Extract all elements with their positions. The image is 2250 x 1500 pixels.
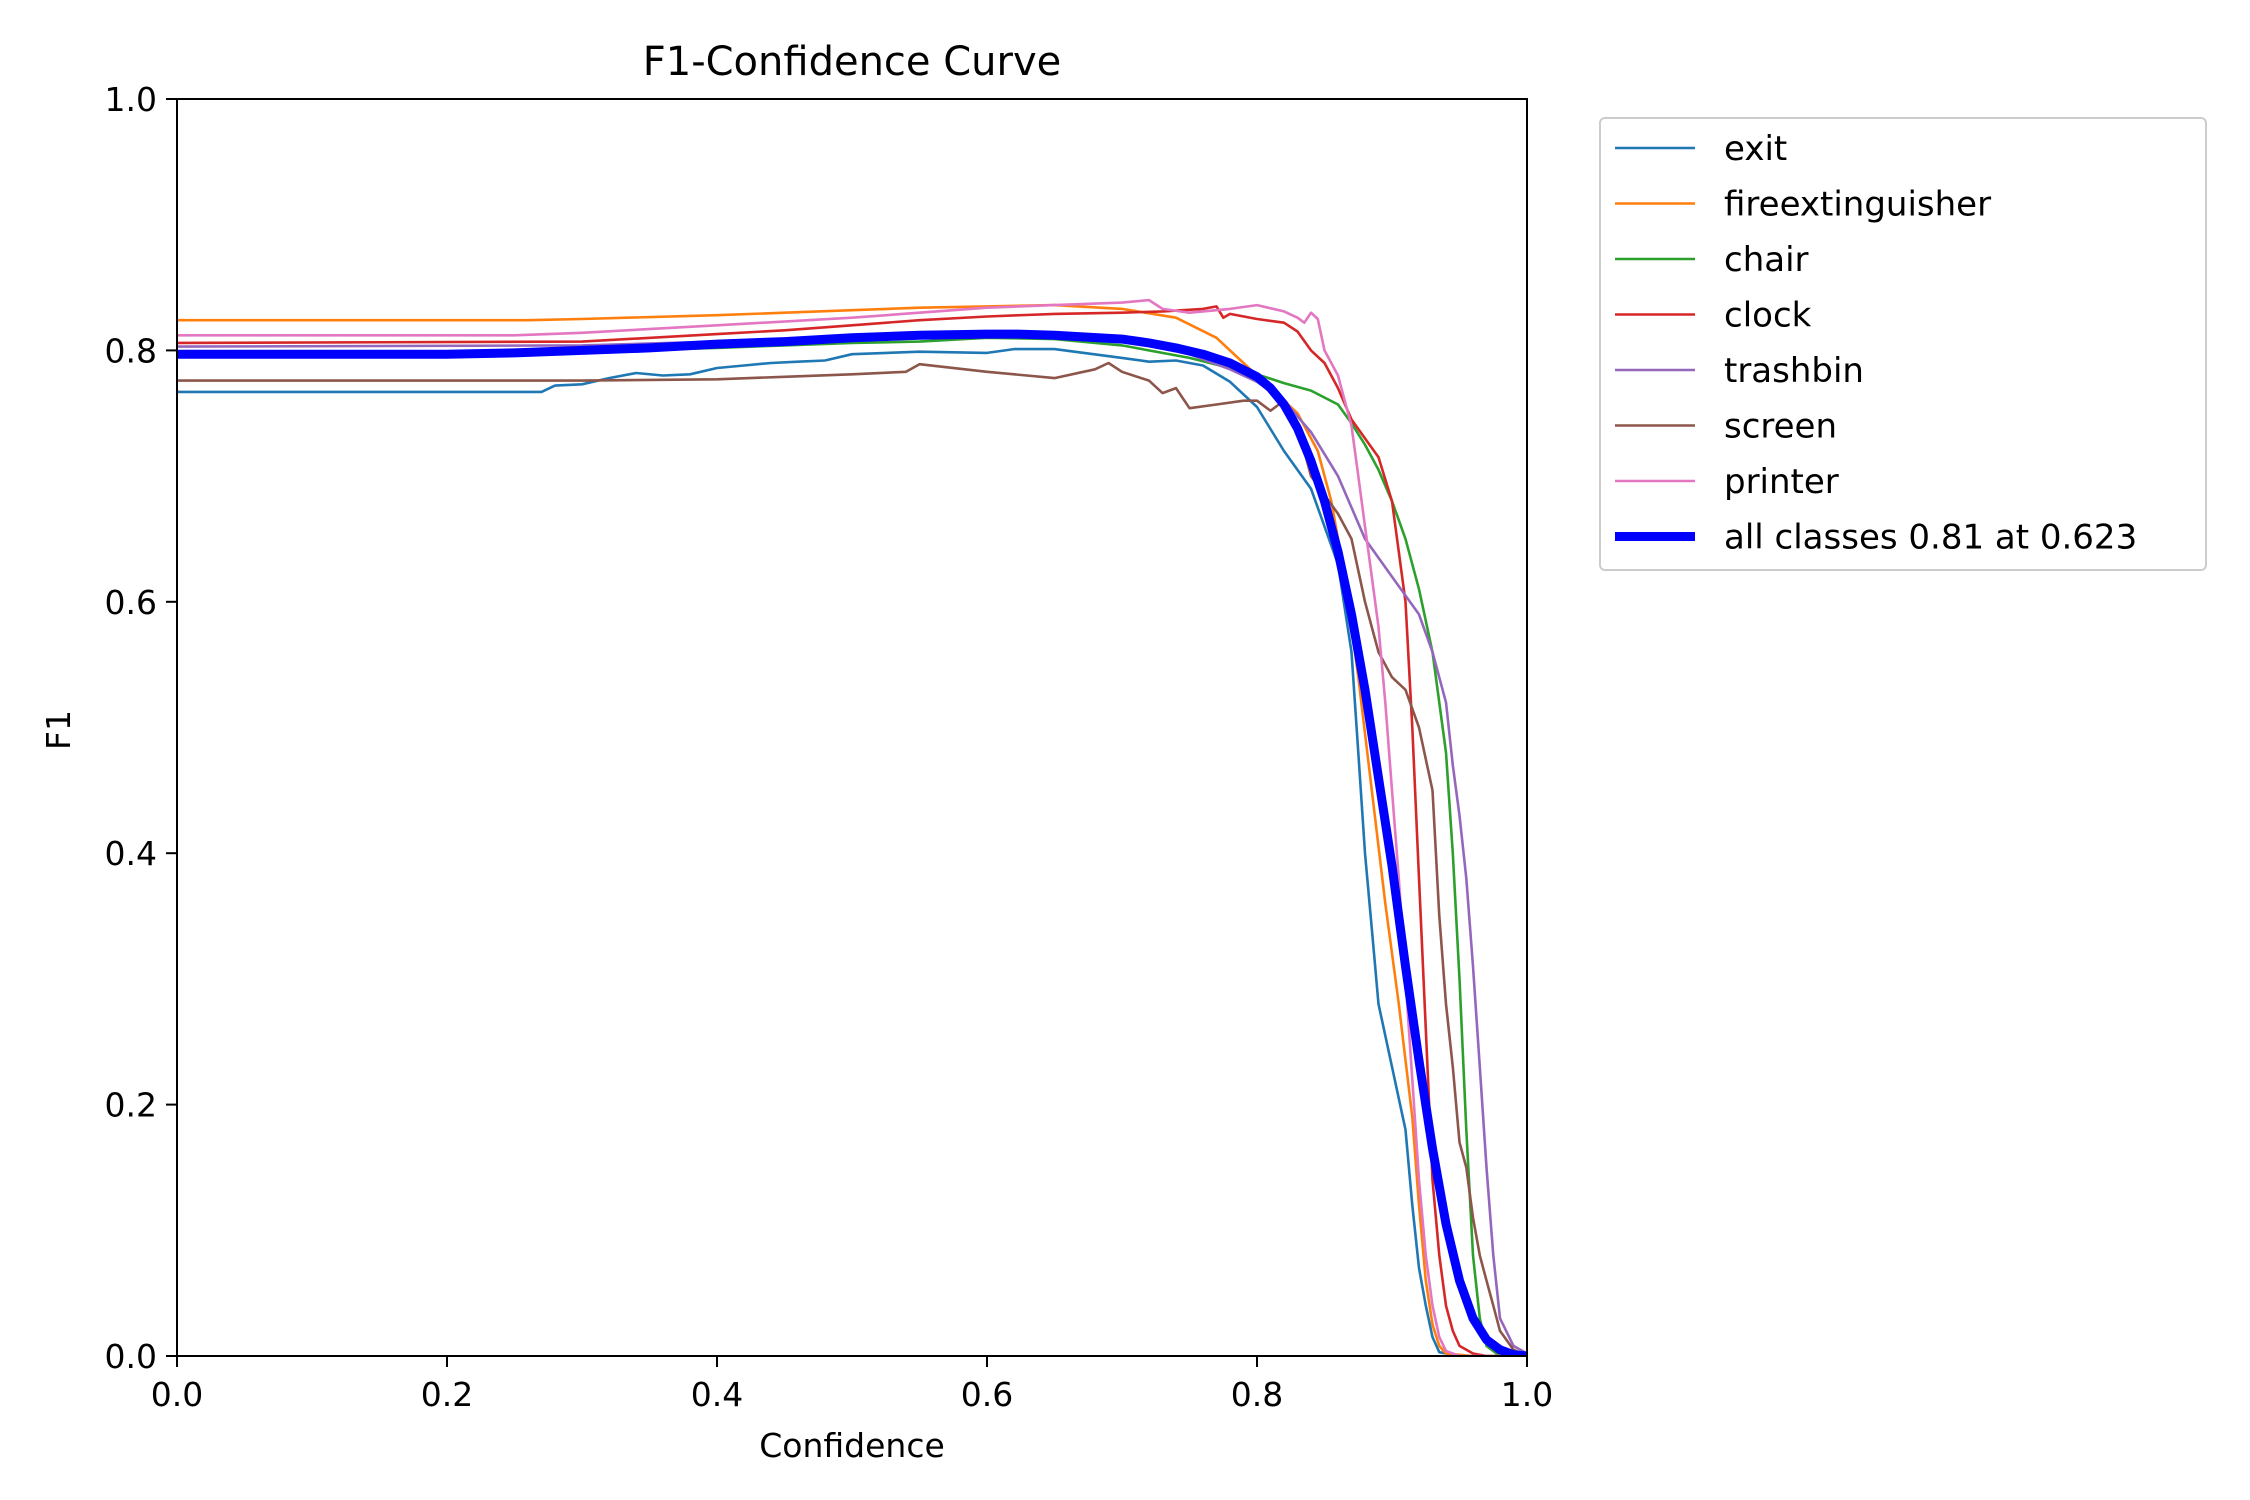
x-tick-label: 0.2 — [421, 1375, 473, 1414]
y-tick-label: 0.0 — [105, 1337, 157, 1376]
x-tick-label: 0.4 — [691, 1375, 743, 1414]
chart-title: F1-Confidence Curve — [643, 39, 1062, 85]
x-axis-ticks: 0.0 0.2 0.4 0.6 0.8 1.0 — [151, 1356, 1553, 1414]
legend-label: printer — [1724, 462, 1839, 502]
y-tick-label: 0.2 — [105, 1086, 157, 1125]
legend-item: printer — [1615, 462, 1839, 502]
plot-area — [176, 98, 1528, 1357]
y-tick-label: 1.0 — [105, 80, 157, 119]
legend-label: screen — [1724, 407, 1837, 447]
legend-item: fireextinguisher — [1615, 185, 1991, 225]
legend-label: all classes 0.81 at 0.623 — [1724, 518, 2137, 558]
legend-label: chair — [1724, 240, 1809, 280]
series-line-fireextinguisher — [177, 303, 1527, 1356]
x-axis-label: Confidence — [759, 1426, 945, 1465]
legend-label: clock — [1724, 296, 1812, 336]
legend-item: all classes 0.81 at 0.623 — [1615, 518, 2137, 558]
y-axis-label: F1 — [39, 710, 78, 750]
x-tick-label: 0.8 — [1231, 1375, 1283, 1414]
series-line-all-all — [177, 329, 1527, 1356]
series-line-printer — [177, 298, 1527, 1356]
legend-item: chair — [1615, 240, 1809, 280]
legend-item: screen — [1615, 407, 1837, 447]
legend-item: trashbin — [1615, 351, 1864, 391]
series-line-exit — [177, 347, 1527, 1356]
y-tick-label: 0.6 — [105, 583, 157, 622]
legend-label: exit — [1724, 129, 1787, 169]
x-tick-label: 1.0 — [1501, 1375, 1553, 1414]
y-tick-label: 0.8 — [105, 331, 157, 370]
x-tick-label: 0.0 — [151, 1375, 203, 1414]
y-tick-label: 0.4 — [105, 834, 157, 873]
plot-frame — [176, 98, 1528, 1357]
legend-label: trashbin — [1724, 351, 1864, 391]
legend-item: exit — [1615, 129, 1787, 169]
series-layer — [177, 298, 1527, 1356]
legend-item: clock — [1615, 296, 1812, 336]
legend: exit fireextinguisher chair clock trashbin sc… — [1599, 117, 2207, 571]
x-tick-label: 0.6 — [961, 1375, 1013, 1414]
legend-label: fireextinguisher — [1724, 185, 1991, 225]
legend-items: exit fireextinguisher chair clock trashbin sc… — [1615, 129, 2137, 558]
series-line-clock — [177, 305, 1527, 1356]
legend-box — [1599, 117, 2207, 571]
y-axis-ticks: 0.0 0.2 0.4 0.6 0.8 1.0 — [105, 80, 177, 1376]
